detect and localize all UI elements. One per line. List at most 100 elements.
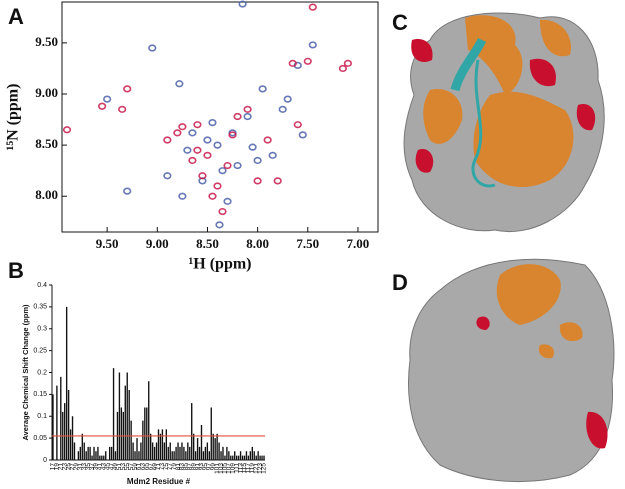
peak (188, 156, 197, 165)
y-tick-label: 0 (43, 457, 47, 464)
bar (146, 407, 148, 460)
bar (200, 425, 203, 460)
bar (239, 451, 242, 460)
bar (226, 446, 228, 460)
x-tick-label: 79 (171, 463, 178, 471)
x-tick-label: 113 (237, 463, 244, 474)
panel-label: D (392, 270, 408, 295)
bar (251, 446, 253, 460)
bar (108, 446, 111, 460)
peak (243, 105, 252, 113)
bar (177, 442, 179, 460)
x-tick-label: 21 (58, 463, 65, 471)
peak (103, 95, 112, 103)
y-tick-label: 8.00 (35, 187, 58, 202)
bar (124, 385, 126, 460)
bar (243, 455, 246, 460)
x-tick-label: 77 (167, 463, 174, 471)
bar (71, 416, 74, 460)
peak (208, 192, 217, 200)
x-tick-label: 43 (101, 463, 108, 471)
peak (123, 187, 132, 195)
bar (79, 446, 82, 460)
bar (255, 455, 257, 460)
bar (187, 442, 189, 460)
x-tick-label: 39 (93, 463, 100, 471)
peak (188, 129, 197, 137)
x-tick-label: 81 (175, 463, 182, 471)
bar (214, 438, 216, 460)
peak (178, 192, 187, 200)
peak (303, 57, 312, 65)
bar (118, 372, 121, 460)
bar (224, 455, 226, 460)
bar (237, 455, 240, 460)
peak (228, 131, 237, 139)
x-tick-label: 25 (65, 463, 72, 471)
x-tick-label: 7.50 (296, 236, 319, 251)
bar (99, 455, 101, 460)
x-tick-label: 95 (202, 463, 209, 471)
peak (308, 41, 317, 49)
peak (198, 172, 207, 180)
x-tick-label: 7.00 (347, 236, 370, 251)
x-tick-label: 65 (143, 463, 150, 471)
panel-label: A (8, 4, 24, 29)
bar (179, 446, 181, 460)
bar (60, 376, 62, 460)
peak (183, 146, 192, 154)
bar (155, 442, 158, 460)
bar (64, 403, 66, 460)
peak (213, 141, 222, 149)
x-axis-title: ¹H (ppm) (188, 256, 251, 273)
peak (173, 129, 182, 137)
bar (173, 451, 175, 460)
bar (65, 306, 68, 460)
bar (101, 455, 103, 460)
x-tick-label: 75 (163, 463, 170, 471)
y-tick-label: 0.35 (33, 304, 47, 311)
peak (248, 143, 257, 151)
bar (181, 442, 183, 460)
bar (222, 446, 224, 460)
bar (232, 455, 234, 460)
x-tick-label: 83 (179, 463, 186, 471)
peak (258, 85, 267, 93)
x-tick-label: 69 (151, 463, 158, 471)
x-tick-label: 9.00 (146, 236, 169, 251)
x-tick-label: 41 (97, 463, 104, 471)
x-tick-label: 115 (241, 463, 248, 474)
peak (233, 112, 242, 121)
molecule-d (408, 258, 615, 483)
y-tick-label: 0.1 (37, 413, 47, 420)
x-tick-label: 91 (194, 463, 201, 471)
x-tick-label: 97 (206, 463, 213, 471)
x-tick-label: 61 (136, 463, 143, 471)
x-tick-label: 47 (108, 463, 115, 471)
x-tick-label: 19 (54, 463, 61, 471)
bar (149, 433, 152, 460)
bar (128, 390, 130, 460)
peak (263, 136, 272, 144)
bar (263, 455, 265, 460)
bar (161, 429, 164, 460)
bar (157, 429, 160, 460)
bar (138, 451, 140, 460)
y-tick-label: 8.50 (35, 136, 58, 151)
bar (83, 442, 85, 460)
bar (189, 446, 191, 460)
peak (223, 161, 232, 170)
x-tick-label: 31 (77, 463, 84, 471)
bar (185, 451, 187, 460)
y-tick-label: 0.2 (37, 369, 47, 376)
bar (202, 451, 205, 460)
peak (278, 105, 287, 113)
x-tick-label: 55 (124, 463, 131, 471)
bar (253, 451, 255, 460)
bar (159, 433, 162, 460)
x-tick-label: 51 (116, 463, 123, 471)
bar (87, 446, 89, 460)
x-tick-label: 125 (261, 463, 268, 474)
bar (140, 442, 142, 460)
